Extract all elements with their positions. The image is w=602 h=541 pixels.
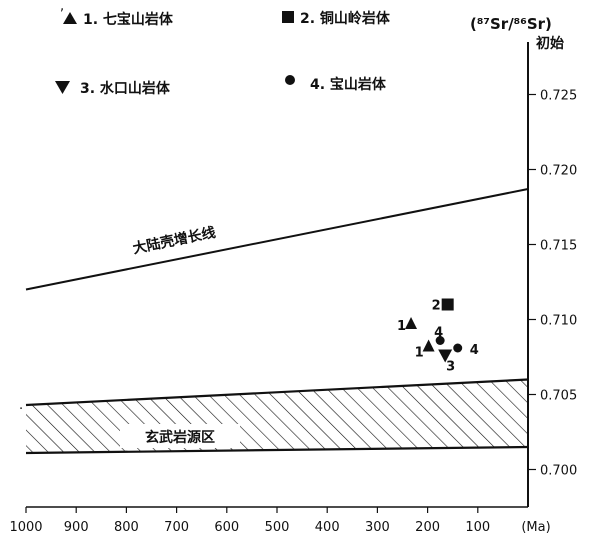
y-tick-label: 0.720 — [540, 164, 577, 179]
basalt-label-bg — [120, 424, 240, 448]
point-label: 1 — [415, 346, 424, 361]
y-tick-label: 0.715 — [540, 239, 577, 254]
x-tick-label: 300 — [365, 520, 390, 535]
basalt-band-lower-line — [25, 445, 529, 455]
point-label: 2 — [432, 299, 441, 314]
crust-growth-line — [25, 188, 529, 291]
basalt-band-upper-line — [25, 378, 529, 407]
y-tick-label: 0.700 — [540, 464, 577, 479]
point-label: 4 — [434, 326, 443, 341]
x-tick-label: 200 — [415, 520, 440, 535]
legend-triangle-up-marker — [63, 12, 77, 24]
legend-item-3: 3. 水口山岩体 — [80, 80, 171, 97]
crust-growth-label: 大陆壳增长线 — [131, 224, 217, 257]
legend-square-marker — [282, 11, 294, 23]
point-label: 4 — [470, 343, 479, 358]
basalt-source-band — [26, 379, 528, 453]
point-label: 1 — [397, 319, 406, 334]
y-ticks: 0.700 0.705 0.710 0.715 0.720 0.725 — [528, 89, 577, 479]
stray-mark-dot: · — [19, 402, 23, 417]
y-tick-label: 0.725 — [540, 89, 577, 104]
legend: 1. 七宝山岩体 2. 铜山岭岩体 3. 水口山岩体 4. 宝山岩体 — [55, 10, 391, 97]
x-tick-label: 900 — [64, 520, 89, 535]
basalt-band-label: 玄武岩源区 — [145, 429, 215, 446]
x-tick-label: 100 — [465, 520, 490, 535]
x-axis-unit: (Ma) — [521, 520, 550, 535]
point-circle — [453, 343, 463, 353]
y-tick-label: 0.705 — [540, 389, 577, 404]
y-axis-label: (⁸⁷Sr/⁸⁶Sr) — [470, 15, 552, 33]
point-triangle-up — [422, 339, 435, 352]
point-label: 3 — [446, 360, 455, 375]
point-square — [441, 298, 454, 311]
point-circle — [435, 336, 445, 345]
legend-triangle-down-marker — [55, 81, 70, 94]
y-tick-label: 0.710 — [540, 314, 577, 329]
x-tick-label: 800 — [114, 520, 139, 535]
point-triangle-up — [405, 317, 418, 329]
x-tick-label: 400 — [315, 520, 340, 535]
x-tick-label: 1000 — [9, 520, 42, 535]
legend-item-1: 1. 七宝山岩体 — [83, 11, 174, 28]
stray-mark-comma: , — [60, 0, 64, 14]
point-triangle-down — [438, 349, 453, 363]
legend-item-2: 2. 铜山岭岩体 — [300, 10, 391, 27]
x-tick-label: 500 — [265, 520, 290, 535]
legend-circle-marker — [285, 75, 295, 85]
x-tick-label: 600 — [214, 520, 239, 535]
x-ticks: 1000 900 800 700 600 500 400 300 200 100 — [9, 507, 490, 535]
x-tick-label: 700 — [164, 520, 189, 535]
y-axis-sublabel: 初始 — [536, 35, 564, 52]
legend-item-4: 4. 宝山岩体 — [310, 76, 387, 93]
